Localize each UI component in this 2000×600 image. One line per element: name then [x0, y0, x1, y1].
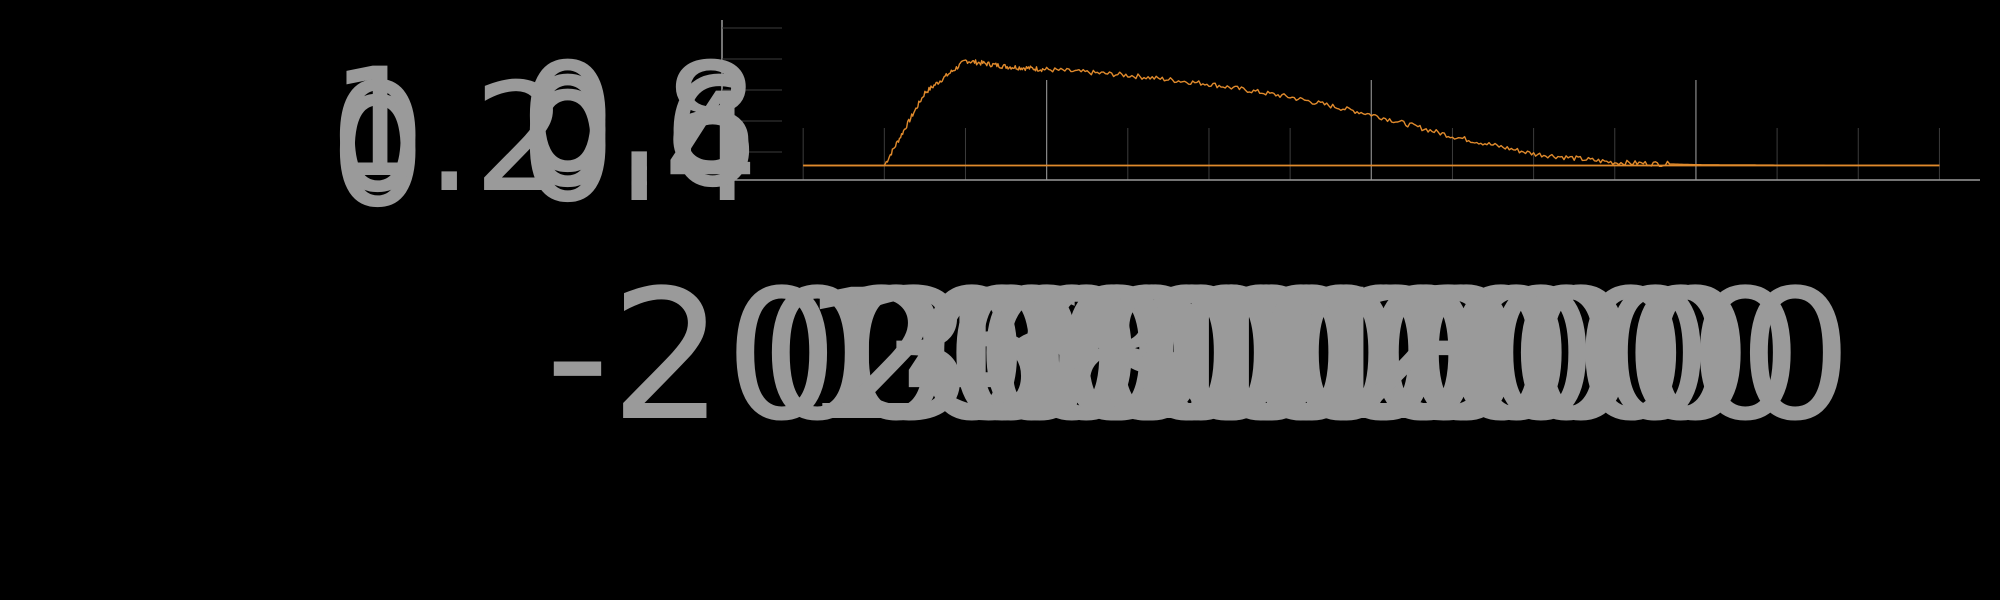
- x-tick-label: 10000: [1140, 252, 1713, 461]
- y-tick-label: 0.2: [330, 52, 569, 226]
- y-tick-label: 0.6: [520, 47, 759, 221]
- x-tick-label: 2000: [830, 252, 1288, 461]
- x-tick-label: 6000: [980, 252, 1438, 461]
- x-tick-labels: -200001000200030004000500060007000800090…: [545, 252, 1853, 461]
- x-tick-label: 9000: [1100, 252, 1558, 461]
- x-tick-label: 0: [760, 252, 875, 461]
- y-tick-label: 1: [330, 37, 425, 211]
- x-tick-label: 8000: [1060, 252, 1518, 461]
- x-tick-label: 1000: [800, 252, 1258, 461]
- y-tick-labels: 00.20.40.60.8 1: [330, 32, 759, 241]
- x-tick-label: 3000: [860, 252, 1318, 461]
- series-layer: [803, 59, 1940, 168]
- axis-layer: [721, 20, 1980, 181]
- x-tick-label: -2000: [545, 252, 1068, 461]
- x-tick-label: 5000: [940, 252, 1398, 461]
- x-tick-label: 7000: [1020, 252, 1478, 461]
- y-tick-label: 0: [330, 67, 425, 241]
- x-tick-label: 4000: [900, 252, 1358, 461]
- y-tick-label: 0.4: [520, 62, 759, 236]
- x-tick-label: 12000: [1230, 252, 1803, 461]
- x-tick-label: 13000: [1280, 252, 1853, 461]
- y-tick-label: 0.8: [520, 32, 759, 206]
- x-tick-label: 11000: [1180, 252, 1753, 461]
